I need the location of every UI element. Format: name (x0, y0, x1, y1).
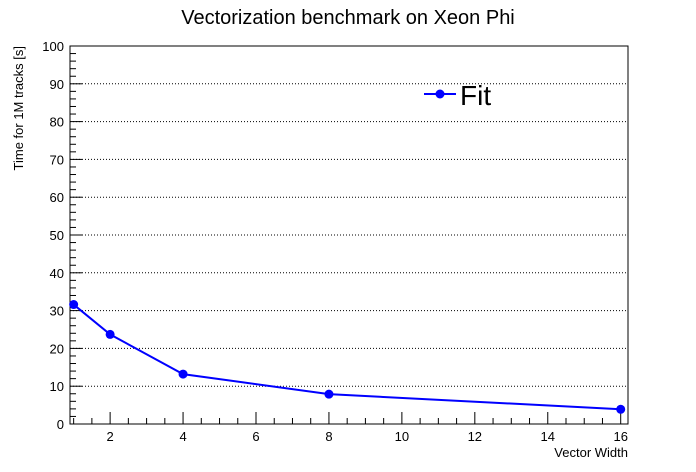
y-tick-label: 10 (50, 379, 64, 394)
data-point (178, 369, 188, 379)
series-line (73, 303, 621, 411)
y-tick-label: 40 (50, 266, 64, 281)
legend-marker (435, 89, 445, 99)
x-tick-label: 2 (107, 429, 114, 444)
legend-label: Fit (460, 80, 491, 111)
data-point (69, 300, 79, 310)
data-point (324, 389, 334, 399)
x-tick-label: 6 (252, 429, 259, 444)
y-tick-label: 90 (50, 77, 64, 92)
x-tick-label: 8 (325, 429, 332, 444)
y-tick-label: 50 (50, 228, 64, 243)
y-tick-label: 70 (50, 152, 64, 167)
y-tick-label: 100 (42, 39, 64, 54)
x-axis: 2 4 6 8 10 12 14 16 (73, 412, 628, 444)
x-tick-label: 16 (613, 429, 627, 444)
x-tick-label: 10 (395, 429, 409, 444)
data-point (616, 404, 626, 414)
chart-title: Vectorization benchmark on Xeon Phi (181, 7, 515, 29)
y-tick-label: 20 (50, 341, 64, 356)
grid-lines (70, 83, 628, 387)
series-group (69, 300, 626, 414)
legend: Fit (424, 80, 491, 111)
y-tick-label: 80 (50, 115, 64, 130)
x-tick-label: 12 (468, 429, 482, 444)
y-axis: 0 10 20 30 40 50 60 70 80 90 100 (42, 39, 82, 432)
data-point (105, 329, 115, 339)
x-axis-title: Vector Width (554, 445, 628, 460)
y-tick-label: 60 (50, 190, 64, 205)
y-tick-label: 30 (50, 304, 64, 319)
x-tick-label: 4 (179, 429, 186, 444)
y-axis-title: Time for 1M tracks [s] (11, 46, 26, 170)
x-tick-label: 14 (541, 429, 555, 444)
y-tick-label: 0 (57, 417, 64, 432)
